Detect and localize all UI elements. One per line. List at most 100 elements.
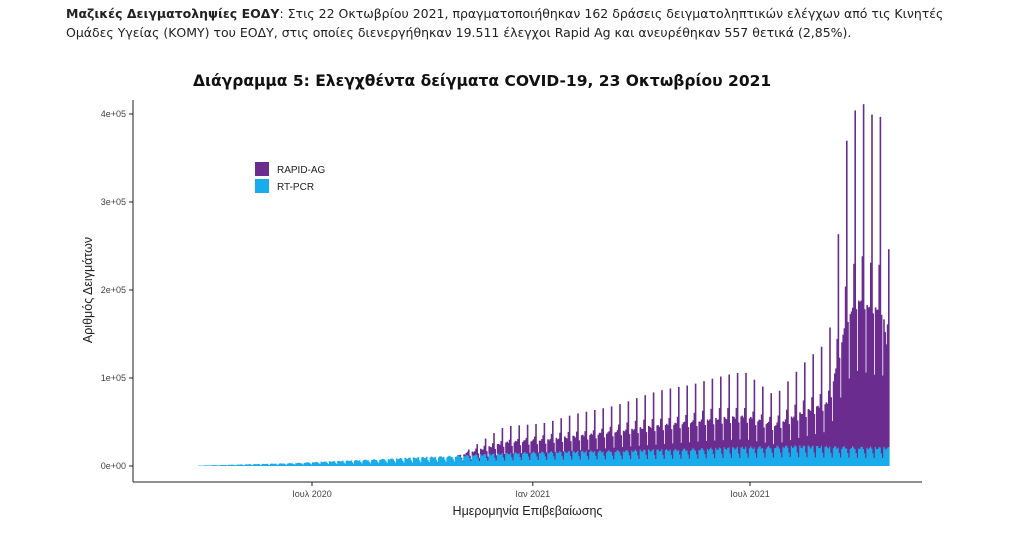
rt-pcr-bar (867, 449, 870, 466)
rapid-ag-bar (866, 305, 868, 448)
rt-pcr-bar (415, 458, 417, 466)
rt-pcr-bar (590, 450, 592, 466)
rt-pcr-bar (478, 461, 481, 466)
rt-pcr-bar (666, 449, 668, 466)
rt-pcr-bar (350, 460, 352, 466)
rt-pcr-bar (226, 465, 229, 466)
rapid-ag-bar (741, 415, 744, 447)
rapid-ag-bar (692, 420, 694, 449)
rt-pcr-bar (249, 464, 252, 466)
rapid-ag-bar (696, 426, 698, 455)
rt-pcr-bar (355, 460, 357, 466)
rt-pcr-bar (842, 447, 844, 466)
rt-pcr-bar (476, 455, 478, 466)
rapid-ag-bar (649, 427, 651, 451)
rt-pcr-bar (278, 463, 280, 466)
rt-pcr-bar (853, 447, 855, 466)
rt-pcr-bar (385, 461, 387, 466)
rapid-ag-bar (598, 432, 601, 451)
rt-pcr-bar (232, 464, 235, 466)
rapid-ag-bar (786, 409, 788, 446)
rt-pcr-bar (638, 459, 640, 466)
rt-pcr-bar (704, 454, 706, 466)
rt-pcr-bar (364, 459, 367, 466)
rt-pcr-bar (600, 450, 602, 466)
rt-pcr-bar (408, 457, 410, 466)
rapid-ag-bar (614, 432, 616, 453)
rapid-ag-bar (781, 442, 783, 458)
rt-pcr-bar (888, 447, 890, 466)
rapid-ag-bar (484, 438, 487, 455)
rt-pcr-bar (405, 458, 408, 466)
rapid-ag-bar (775, 425, 777, 448)
rt-pcr-bar (685, 450, 687, 466)
rt-pcr-bar (475, 454, 477, 466)
rt-pcr-bar (322, 462, 325, 466)
rapid-ag-bar (620, 435, 622, 456)
rapid-ag-bar (834, 373, 836, 447)
rt-pcr-bar (836, 448, 838, 466)
legend-swatch-rt-pcr (255, 179, 269, 193)
rapid-ag-bar (638, 445, 640, 460)
rapid-ag-bar (478, 457, 481, 462)
rt-pcr-bar (560, 452, 562, 466)
rt-pcr-bar (532, 451, 535, 466)
rt-pcr-bar (280, 463, 283, 466)
rt-pcr-bar (429, 457, 432, 466)
rapid-ag-bar (708, 420, 710, 451)
rt-pcr-bar (663, 458, 666, 466)
rapid-ag-bar (732, 416, 734, 448)
rapid-ag-bar (832, 381, 835, 449)
rt-pcr-bar (346, 460, 349, 466)
rapid-ag-bar (816, 406, 818, 447)
rt-pcr-bar (452, 459, 454, 466)
rapid-ag-bar (766, 422, 769, 448)
rapid-ag-bar (573, 436, 576, 452)
rapid-ag-bar (825, 402, 828, 446)
rt-pcr-bar (394, 462, 397, 466)
rt-pcr-bar (204, 465, 206, 466)
rt-pcr-bar (615, 451, 618, 466)
rt-pcr-bar (799, 445, 801, 466)
rapid-ag-bar (579, 450, 582, 460)
rapid-ag-bar (554, 451, 556, 460)
rt-pcr-bar (264, 464, 266, 466)
rt-pcr-bar (750, 446, 752, 466)
rt-pcr-bar (662, 455, 664, 466)
rt-pcr-bar (361, 463, 363, 466)
rapid-ag-bar (498, 443, 500, 454)
rt-pcr-bar (771, 452, 774, 466)
rt-pcr-bar (445, 461, 447, 466)
rt-pcr-bar (357, 460, 360, 466)
rt-pcr-bar (422, 457, 424, 466)
rapid-ag-bar (636, 398, 638, 451)
rt-pcr-bar (421, 457, 423, 466)
rapid-ag-bar (807, 408, 810, 446)
rapid-ag-bar (784, 419, 787, 447)
rapid-ag-bar (726, 419, 728, 450)
rt-pcr-bar (808, 446, 811, 466)
rt-pcr-bar (382, 459, 385, 466)
rapid-ag-bar (777, 415, 780, 447)
rapid-ag-bar (788, 424, 790, 453)
rt-pcr-bar (348, 461, 350, 466)
rt-pcr-bar (625, 450, 627, 466)
rapid-ag-bar (465, 452, 468, 456)
rt-pcr-bar (259, 464, 261, 466)
rt-pcr-bar (846, 448, 848, 466)
rt-pcr-bar (746, 453, 748, 466)
rt-pcr-bar (448, 455, 451, 466)
rt-pcr-bar (229, 464, 231, 466)
intro-lead: Μαζικές Δειγματοληψίες ΕΟΔΥ (66, 6, 280, 21)
rapid-ag-bar (643, 419, 645, 450)
rt-pcr-bar (241, 464, 243, 466)
rapid-ag-bar (535, 424, 537, 454)
rt-pcr-bar (542, 451, 544, 466)
rt-pcr-bar (580, 451, 583, 466)
rt-pcr-bar (774, 448, 776, 466)
rapid-ag-bar (642, 428, 644, 452)
rt-pcr-bar (442, 456, 445, 466)
rt-pcr-bar (744, 449, 746, 466)
rapid-ag-bar (560, 418, 562, 453)
rapid-ag-bar (523, 440, 525, 453)
